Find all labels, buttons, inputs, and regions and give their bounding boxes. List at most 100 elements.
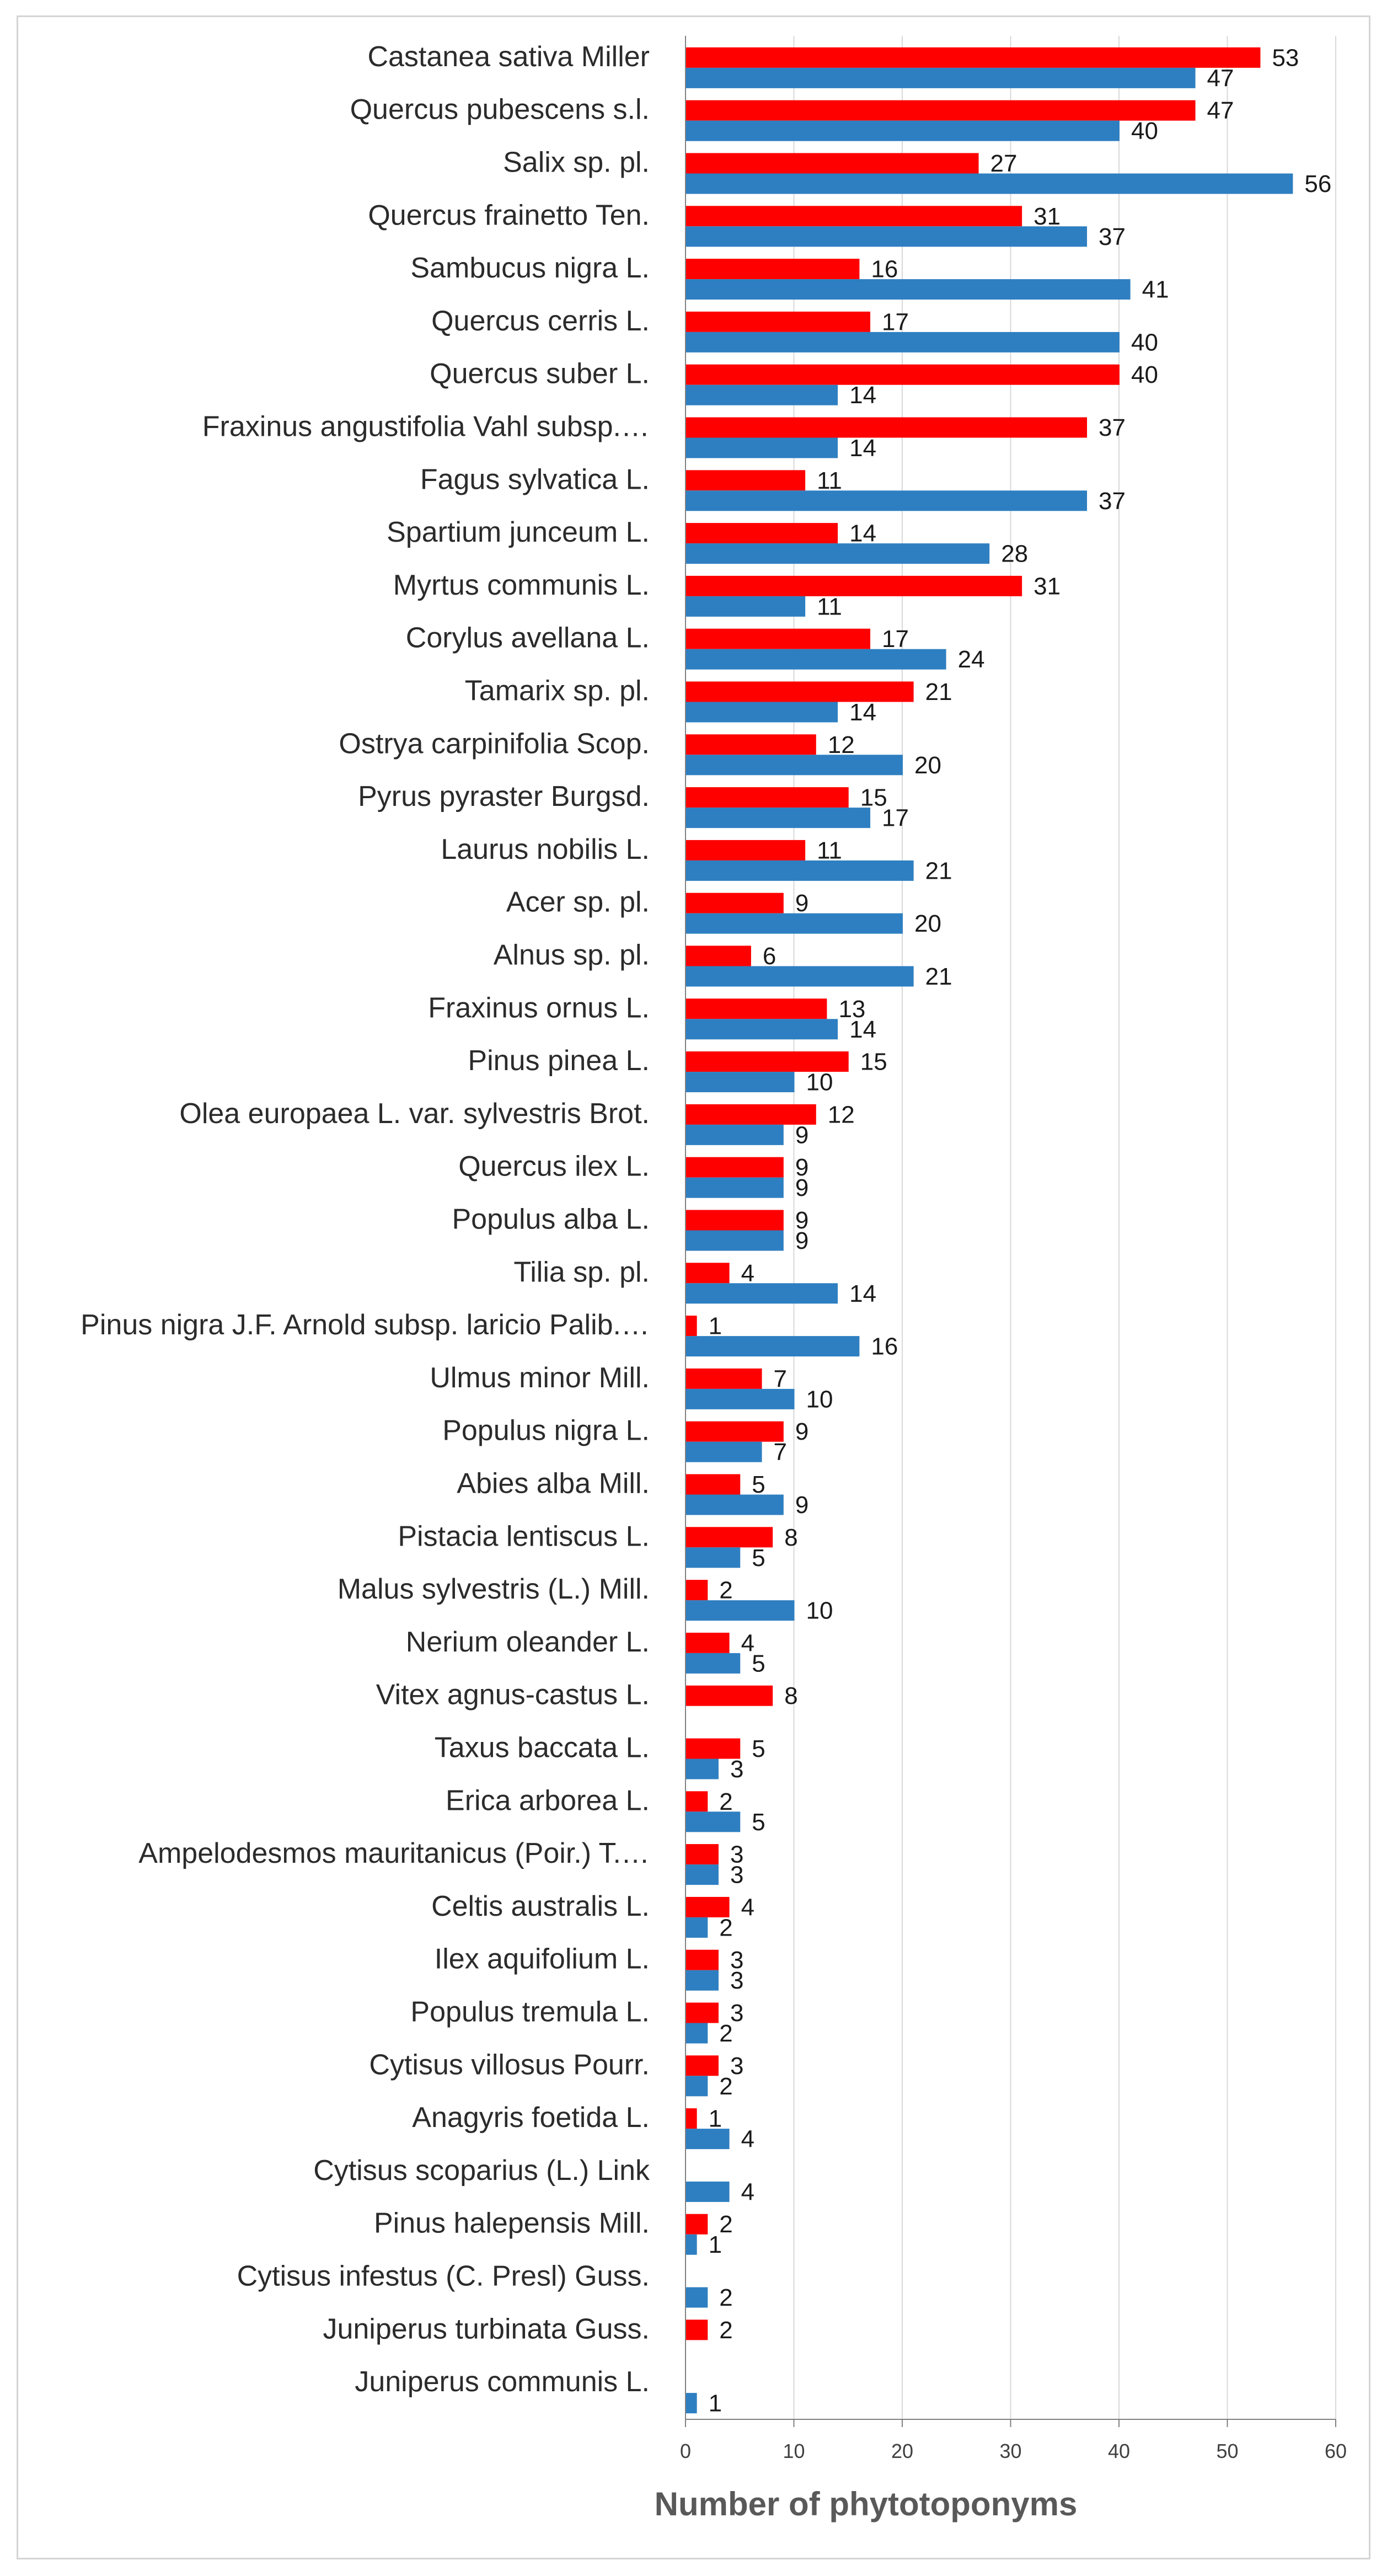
bar-blue bbox=[686, 2129, 730, 2150]
data-label-blue: 21 bbox=[925, 857, 952, 884]
category-label: Castanea sativa Miller bbox=[367, 41, 650, 73]
data-label-red: 16 bbox=[871, 256, 898, 283]
data-label-red: 15 bbox=[860, 1049, 887, 1076]
category-label: Anagyris foetida L. bbox=[412, 2102, 650, 2134]
bar-blue bbox=[686, 1653, 741, 1674]
data-label-red: 17 bbox=[882, 626, 909, 653]
data-label-blue: 5 bbox=[752, 1544, 765, 1572]
data-label-blue: 5 bbox=[752, 1650, 765, 1677]
bar-red bbox=[686, 628, 871, 649]
bar-red bbox=[686, 259, 860, 280]
data-label-red: 5 bbox=[752, 1471, 765, 1498]
data-label-blue: 20 bbox=[914, 910, 941, 937]
category-label: Pinus pinea L. bbox=[468, 1045, 650, 1077]
category-label: Alnus sp. pl. bbox=[494, 939, 650, 971]
bar-blue bbox=[686, 279, 1131, 300]
category-label: Pistacia lentiscus L. bbox=[398, 1520, 650, 1552]
category-label: Populus nigra L. bbox=[442, 1415, 650, 1447]
data-label-red: 2 bbox=[719, 1788, 732, 1815]
data-label-blue: 14 bbox=[849, 1280, 876, 1307]
bar-blue bbox=[686, 1230, 784, 1251]
data-label-red: 9 bbox=[795, 1207, 808, 1234]
category-label: Quercus frainetto Ten. bbox=[368, 199, 650, 231]
data-label-red: 12 bbox=[828, 731, 855, 758]
bar-blue bbox=[686, 1283, 838, 1304]
data-label-blue: 40 bbox=[1131, 329, 1158, 356]
bar-blue bbox=[686, 1336, 860, 1357]
data-label-red: 53 bbox=[1272, 44, 1299, 71]
bar-red bbox=[686, 787, 849, 808]
bar-red bbox=[686, 945, 751, 966]
category-label: Quercus pubescens s.l. bbox=[350, 94, 650, 126]
bar-red bbox=[686, 100, 1196, 121]
bar-red bbox=[686, 153, 979, 174]
bar-blue bbox=[686, 755, 903, 776]
data-label-red: 2 bbox=[719, 2317, 732, 2344]
x-tick-label: 50 bbox=[1216, 2440, 1238, 2462]
category-label: Fraxinus angustifolia Vahl subsp.… bbox=[202, 411, 650, 443]
category-label: Tilia sp. pl. bbox=[513, 1256, 650, 1288]
bar-red bbox=[686, 1896, 730, 1917]
bar-red bbox=[686, 734, 816, 755]
bar-blue bbox=[686, 384, 838, 405]
category-label: Malus sylvestris (L.) Mill. bbox=[338, 1573, 650, 1605]
data-label-blue: 3 bbox=[730, 1756, 743, 1783]
data-label-red: 7 bbox=[774, 1365, 787, 1392]
data-label-red: 3 bbox=[730, 2053, 743, 2080]
data-label-red: 8 bbox=[784, 1524, 797, 1551]
data-label-blue: 4 bbox=[741, 2178, 754, 2205]
bar-blue bbox=[686, 913, 903, 934]
category-label: Ulmus minor Mill. bbox=[430, 1362, 650, 1394]
data-label-red: 9 bbox=[795, 890, 808, 917]
category-label: Populus tremula L. bbox=[410, 1996, 650, 2028]
category-label: Abies alba Mill. bbox=[457, 1468, 650, 1500]
data-label-blue: 1 bbox=[709, 2390, 722, 2417]
data-label-red: 37 bbox=[1099, 414, 1126, 441]
bar-blue bbox=[686, 1864, 719, 1885]
category-label: Ilex aquifolium L. bbox=[435, 1943, 650, 1975]
data-label-blue: 9 bbox=[795, 1227, 808, 1254]
data-label-blue: 4 bbox=[741, 2126, 754, 2153]
data-label-red: 3 bbox=[730, 1947, 743, 1974]
data-label-blue: 10 bbox=[806, 1386, 833, 1413]
data-label-blue: 56 bbox=[1304, 170, 1331, 197]
data-label-red: 6 bbox=[763, 943, 776, 970]
category-label: Olea europaea L. var. sylvestris Brot. bbox=[179, 1098, 650, 1130]
data-label-red: 4 bbox=[741, 1629, 754, 1656]
data-label-blue: 14 bbox=[849, 382, 876, 409]
data-label-red: 31 bbox=[1033, 573, 1061, 600]
data-label-blue: 9 bbox=[795, 1121, 808, 1148]
category-label: Ampelodesmos mauritanicus (Poir.) T.… bbox=[138, 1837, 650, 1869]
data-label-red: 9 bbox=[795, 1418, 808, 1445]
data-label-red: 8 bbox=[784, 1682, 797, 1709]
data-label-blue: 2 bbox=[719, 2073, 732, 2100]
data-label-red: 2 bbox=[719, 2211, 732, 2238]
x-tick-label: 20 bbox=[891, 2440, 913, 2462]
bar-blue bbox=[686, 226, 1088, 247]
bar-red bbox=[686, 1527, 773, 1548]
bar-blue bbox=[686, 2393, 697, 2414]
data-label-blue: 3 bbox=[730, 1967, 743, 1994]
category-label: Tamarix sp. pl. bbox=[465, 675, 650, 707]
bar-red bbox=[686, 1632, 730, 1653]
data-label-red: 4 bbox=[741, 1894, 754, 1921]
data-label-blue: 1 bbox=[709, 2231, 722, 2258]
data-label-red: 14 bbox=[849, 520, 876, 547]
bar-red bbox=[686, 523, 838, 544]
x-tick-label: 60 bbox=[1325, 2440, 1347, 2462]
bar-red bbox=[686, 311, 871, 332]
data-label-red: 15 bbox=[860, 784, 887, 811]
bar-blue bbox=[686, 860, 914, 881]
bar-blue bbox=[686, 1759, 719, 1779]
bar-red bbox=[686, 2108, 697, 2129]
bar-blue bbox=[686, 1072, 795, 1093]
category-label: Quercus cerris L. bbox=[431, 305, 650, 337]
bar-red bbox=[686, 1157, 784, 1178]
axes: 0 10 20 30 40 50 60 Castanea sativa Miller Querc… bbox=[81, 36, 1347, 2462]
data-label-blue: 5 bbox=[752, 1809, 765, 1836]
data-label-blue: 21 bbox=[925, 963, 952, 990]
category-label: Erica arborea L. bbox=[446, 1784, 650, 1816]
data-label-blue: 10 bbox=[806, 1069, 833, 1096]
x-tick-label: 40 bbox=[1108, 2440, 1130, 2462]
